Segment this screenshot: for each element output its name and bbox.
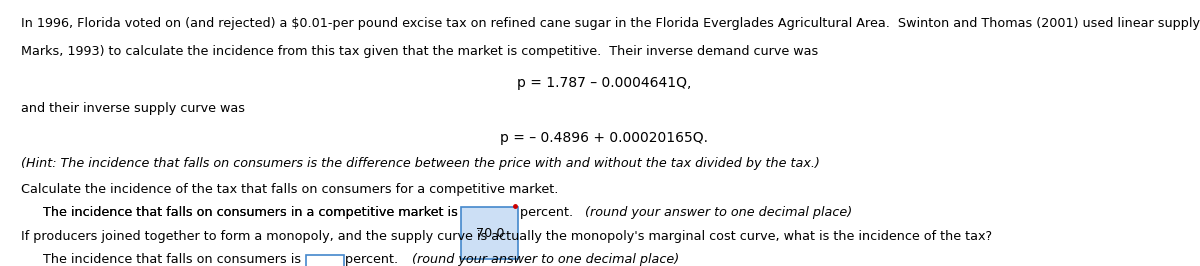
Text: percent.: percent. xyxy=(520,206,581,219)
Text: The incidence that falls on consumers is: The incidence that falls on consumers is xyxy=(43,253,305,266)
Text: Calculate the incidence of the tax that falls on consumers for a competitive mar: Calculate the incidence of the tax that … xyxy=(22,183,559,196)
Text: In 1996, Florida voted on (and rejected) a $0.01-per pound excise tax on refined: In 1996, Florida voted on (and rejected)… xyxy=(22,17,1200,30)
Text: The incidence that falls on consumers in a competitive market is: The incidence that falls on consumers in… xyxy=(43,206,462,219)
Text: p = – 0.4896 + 0.00020165Q.: p = – 0.4896 + 0.00020165Q. xyxy=(500,131,708,145)
Text: The incidence that falls on consumers in a competitive market is: The incidence that falls on consumers in… xyxy=(43,206,462,219)
Text: percent.: percent. xyxy=(520,206,581,219)
Text: If producers joined together to form a monopoly, and the supply curve is actuall: If producers joined together to form a m… xyxy=(22,230,992,243)
Text: (Hint: The incidence that falls on consumers is the difference between the price: (Hint: The incidence that falls on consu… xyxy=(22,157,821,170)
Text: (round your answer to one decimal place): (round your answer to one decimal place) xyxy=(413,253,679,266)
Text: p = 1.787 – 0.0004641Q,: p = 1.787 – 0.0004641Q, xyxy=(517,76,691,90)
FancyBboxPatch shape xyxy=(306,255,344,266)
Text: and their inverse supply curve was: and their inverse supply curve was xyxy=(22,102,246,115)
Text: percent.: percent. xyxy=(346,253,407,266)
Text: 70.0: 70.0 xyxy=(475,227,504,240)
FancyBboxPatch shape xyxy=(461,207,518,259)
Text: (round your answer to one decimal place): (round your answer to one decimal place) xyxy=(586,206,852,219)
Text: The incidence that falls on consumers is: The incidence that falls on consumers is xyxy=(43,253,305,266)
Text: Marks, 1993) to calculate the incidence from this tax given that the market is c: Marks, 1993) to calculate the incidence … xyxy=(22,45,818,58)
Text: percent.: percent. xyxy=(346,253,407,266)
